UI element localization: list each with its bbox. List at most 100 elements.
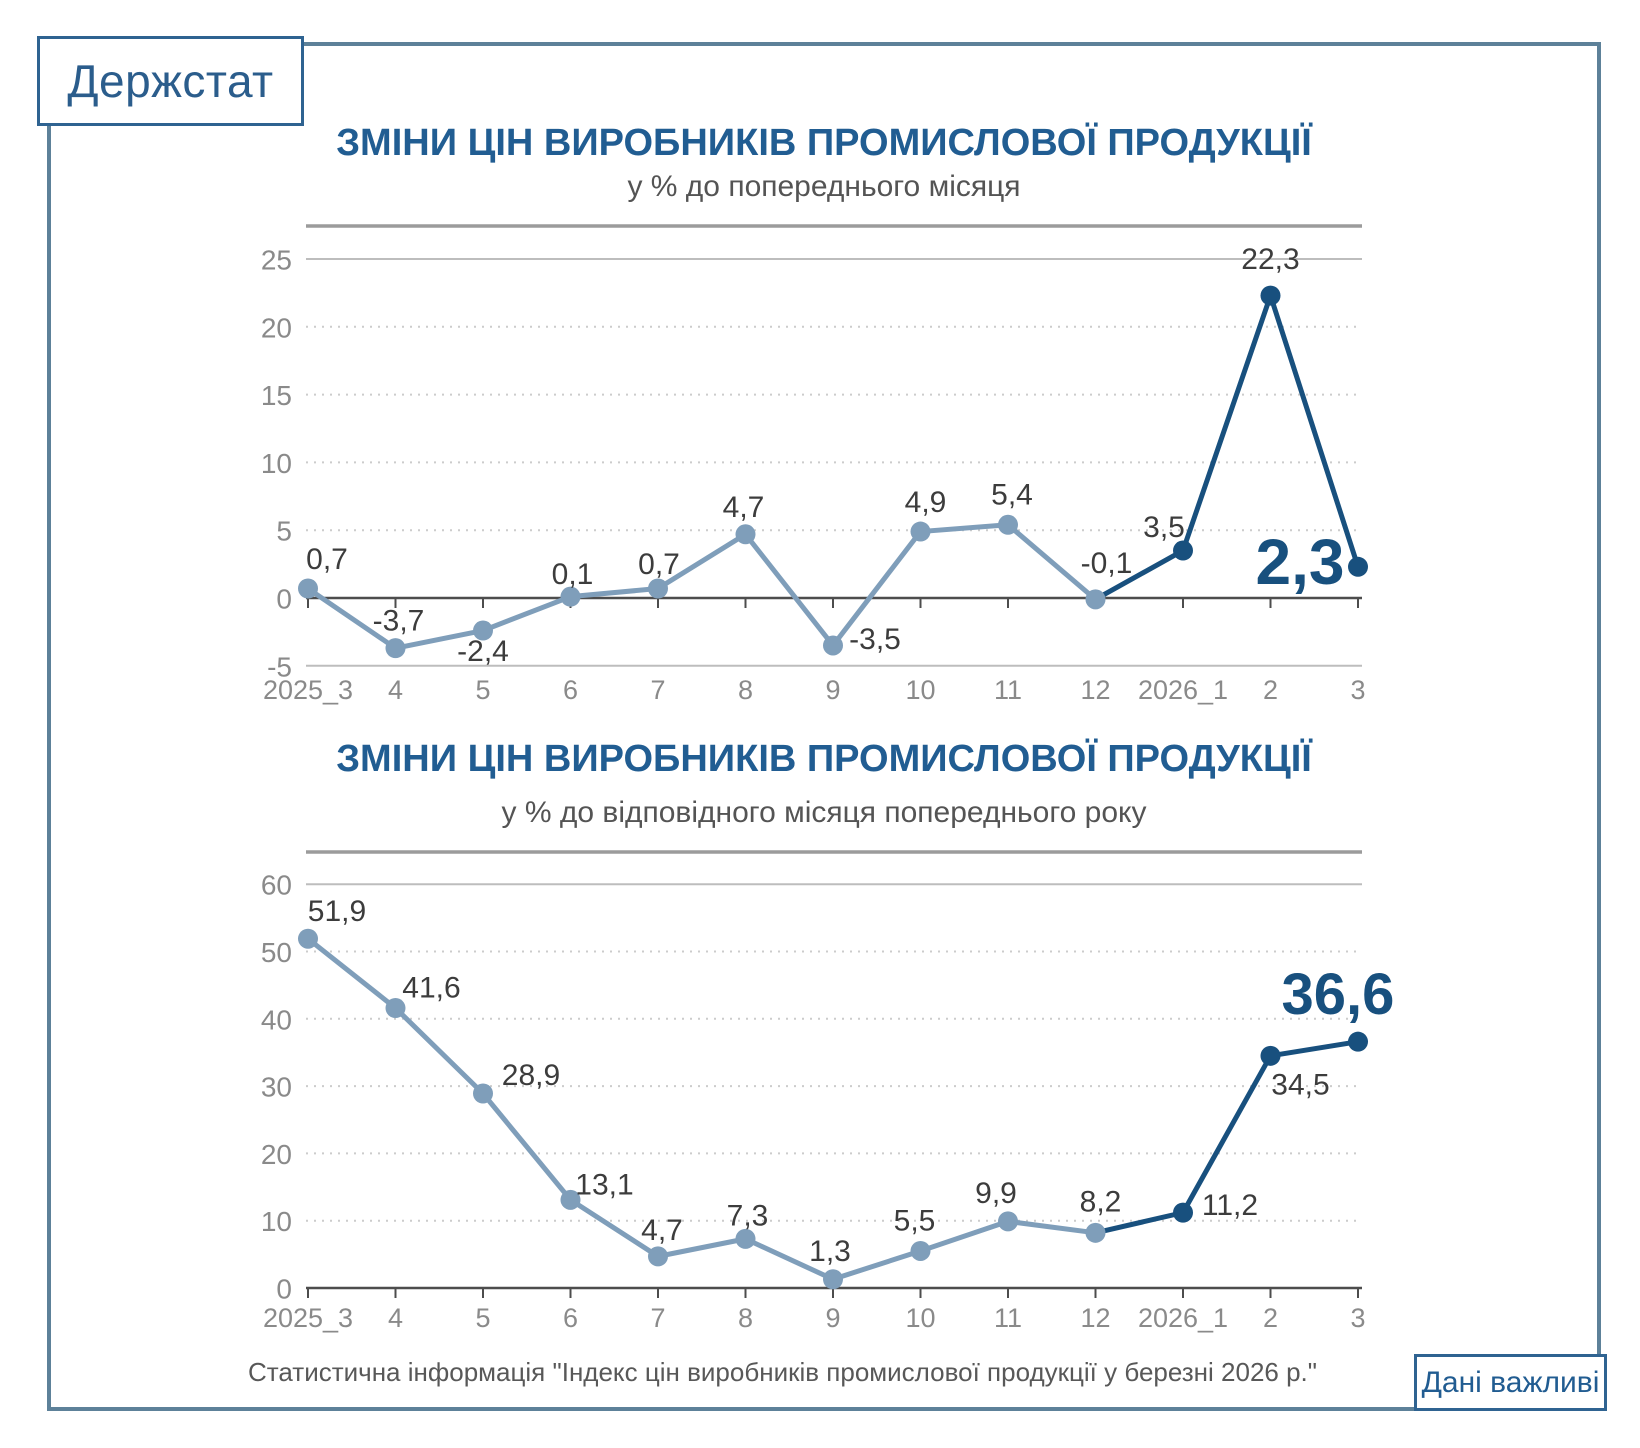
series-line-recent [1093, 293, 1361, 602]
data-point [998, 1211, 1018, 1232]
x-axis-label: 2025_3 [263, 675, 353, 705]
value-label: 4,9 [905, 486, 947, 519]
data-point [735, 524, 756, 545]
x-axis-label: 4 [388, 1303, 403, 1333]
data-point [1085, 1222, 1106, 1243]
data-matters-badge: Дані важливі [1414, 1354, 1607, 1411]
x-axis-label: 7 [650, 1303, 665, 1333]
x-axis-label: 2026_1 [1138, 1303, 1228, 1333]
data-point [298, 928, 318, 949]
value-label: 1,3 [809, 1235, 851, 1268]
y-axis-label: 0 [276, 1274, 292, 1305]
monthly-chart-title: ЗМІНИ ЦІН ВИРОБНИКІВ ПРОМИСЛОВОЇ ПРОДУКЦ… [336, 122, 1312, 164]
x-axis-label: 7 [650, 675, 665, 705]
y-axis-label: 10 [261, 1206, 292, 1237]
source-caption: Статистична інформація "Індекс цін вироб… [248, 1357, 1318, 1387]
value-label: 4,7 [641, 1214, 683, 1247]
highlight-value-label: 2,3 [1256, 526, 1345, 598]
data-matters-badge-label: Дані важливі [1421, 1365, 1600, 1399]
series-line-earlier [305, 522, 1098, 651]
value-label: 4,7 [723, 491, 765, 524]
x-axis-label: 2 [1263, 675, 1278, 705]
y-axis-label: 60 [261, 870, 292, 901]
monthly-chart-subtitle: у % до попереднього місяця [627, 170, 1021, 203]
value-label: 34,5 [1271, 1068, 1329, 1101]
value-label: 41,6 [402, 972, 460, 1005]
value-label: -3,7 [373, 605, 425, 638]
value-label: 22,3 [1241, 243, 1299, 276]
value-label: 5,4 [991, 478, 1033, 511]
y-axis-label: 40 [261, 1004, 292, 1035]
data-point [473, 620, 493, 641]
data-point [473, 1083, 493, 1104]
value-label: 3,5 [1143, 511, 1185, 544]
data-point [735, 1228, 756, 1249]
series-line-recent [1093, 1039, 1361, 1236]
data-point [1173, 1202, 1193, 1223]
y-axis-label: 20 [261, 312, 292, 343]
x-axis-label: 3 [1350, 1303, 1365, 1333]
data-point [648, 1246, 668, 1267]
yearly-chart-subtitle: у % до відповідного місяця попереднього … [501, 796, 1147, 829]
data-point [823, 1269, 843, 1290]
x-axis-label: 9 [825, 675, 840, 705]
x-axis-label: 11 [994, 1303, 1022, 1333]
data-point [1348, 556, 1368, 577]
value-label: 11,2 [1202, 1189, 1258, 1222]
x-axis-label: 8 [738, 675, 753, 705]
value-label: 8,2 [1080, 1185, 1122, 1218]
x-axis-label: 12 [1080, 675, 1110, 705]
x-axis-label: 9 [825, 1303, 840, 1333]
data-point [1260, 285, 1281, 306]
data-point [1173, 540, 1193, 561]
outer-frame [47, 42, 1601, 1411]
data-point [648, 578, 668, 599]
data-point [998, 514, 1018, 535]
x-axis-label: 5 [475, 675, 490, 705]
y-axis-label: 5 [276, 516, 292, 547]
data-point [385, 638, 406, 659]
y-axis-label: -5 [267, 651, 292, 682]
data-point [298, 578, 318, 599]
data-point [560, 1189, 581, 1210]
value-label: 0,1 [552, 558, 594, 591]
y-axis-label: 25 [261, 245, 292, 276]
data-point [560, 586, 581, 607]
x-axis-label: 6 [563, 675, 578, 705]
data-point [1260, 1045, 1281, 1066]
x-axis-label: 2025_3 [263, 1303, 353, 1333]
data-point [910, 1240, 931, 1261]
data-point [385, 998, 406, 1019]
derzhstat-logo: Держстат [37, 36, 304, 126]
value-label: -3,5 [849, 623, 901, 656]
x-axis-label: 2026_1 [1138, 675, 1228, 705]
y-axis-label: 50 [261, 937, 292, 968]
x-axis-label: 12 [1080, 1303, 1110, 1333]
y-axis-label: 0 [276, 584, 292, 615]
yearly-chart-title: ЗМІНИ ЦІН ВИРОБНИКІВ ПРОМИСЛОВОЇ ПРОДУКЦ… [336, 738, 1312, 780]
x-axis-label: 10 [905, 1303, 935, 1333]
value-label: 51,9 [308, 895, 366, 928]
x-axis-label: 3 [1350, 675, 1365, 705]
value-label: -2,4 [457, 635, 509, 668]
y-axis-label: 10 [261, 448, 292, 479]
x-axis-label: 6 [563, 1303, 578, 1333]
x-axis-label: 10 [905, 675, 935, 705]
value-label: 13,1 [575, 1168, 633, 1201]
x-axis-label: 11 [994, 675, 1022, 705]
x-axis-label: 5 [475, 1303, 490, 1333]
x-axis-label: 2 [1263, 1303, 1278, 1333]
value-label: 28,9 [502, 1059, 560, 1092]
data-point [823, 635, 843, 656]
series-line-earlier [305, 936, 1098, 1282]
value-label: 0,7 [638, 548, 680, 581]
value-label: 9,9 [975, 1177, 1017, 1210]
derzhstat-logo-label: Держстат [67, 55, 274, 107]
x-axis-label: 8 [738, 1303, 753, 1333]
data-point [1348, 1031, 1368, 1052]
value-label: 7,3 [727, 1199, 769, 1232]
